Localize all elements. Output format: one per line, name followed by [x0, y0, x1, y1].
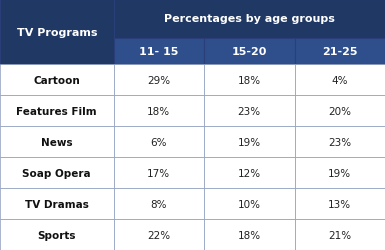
- Bar: [295, 39, 385, 65]
- Bar: [295, 158, 385, 188]
- Bar: [204, 188, 295, 219]
- Bar: [114, 188, 204, 219]
- Bar: [204, 39, 295, 65]
- Text: 18%: 18%: [238, 76, 261, 86]
- Text: Features Film: Features Film: [17, 106, 97, 116]
- Bar: [114, 219, 204, 250]
- Bar: [295, 96, 385, 127]
- Text: 21-25: 21-25: [322, 47, 358, 57]
- Text: Percentages by age groups: Percentages by age groups: [164, 14, 335, 24]
- Text: 19%: 19%: [238, 137, 261, 147]
- Bar: [0, 96, 114, 127]
- Bar: [0, 158, 114, 188]
- Bar: [114, 127, 204, 158]
- Bar: [0, 65, 114, 96]
- Bar: [295, 127, 385, 158]
- Bar: [204, 127, 295, 158]
- Text: 18%: 18%: [147, 106, 171, 116]
- Bar: [114, 158, 204, 188]
- Bar: [114, 39, 204, 65]
- Text: 20%: 20%: [328, 106, 351, 116]
- Text: 17%: 17%: [147, 168, 171, 178]
- Text: TV Dramas: TV Dramas: [25, 199, 89, 209]
- Bar: [295, 219, 385, 250]
- Text: 11- 15: 11- 15: [139, 47, 179, 57]
- Text: 22%: 22%: [147, 230, 171, 239]
- Text: 23%: 23%: [328, 137, 352, 147]
- Text: 13%: 13%: [328, 199, 352, 209]
- Text: 12%: 12%: [238, 168, 261, 178]
- Bar: [114, 65, 204, 96]
- Text: 8%: 8%: [151, 199, 167, 209]
- Bar: [0, 0, 114, 65]
- Text: 15-20: 15-20: [232, 47, 267, 57]
- Bar: [114, 96, 204, 127]
- Bar: [204, 65, 295, 96]
- Text: 23%: 23%: [238, 106, 261, 116]
- Text: 18%: 18%: [238, 230, 261, 239]
- Text: 6%: 6%: [151, 137, 167, 147]
- Bar: [0, 127, 114, 158]
- Bar: [0, 219, 114, 250]
- Bar: [295, 188, 385, 219]
- Text: 4%: 4%: [331, 76, 348, 86]
- Bar: [204, 96, 295, 127]
- Text: 19%: 19%: [328, 168, 352, 178]
- Text: Cartoon: Cartoon: [33, 76, 80, 86]
- Bar: [204, 158, 295, 188]
- Text: News: News: [41, 137, 73, 147]
- Text: 29%: 29%: [147, 76, 171, 86]
- Text: Sports: Sports: [37, 230, 76, 239]
- Bar: [295, 65, 385, 96]
- Text: Soap Opera: Soap Opera: [22, 168, 91, 178]
- Bar: [114, 0, 385, 39]
- Text: 10%: 10%: [238, 199, 261, 209]
- Text: TV Programs: TV Programs: [17, 28, 97, 38]
- Bar: [204, 219, 295, 250]
- Text: 21%: 21%: [328, 230, 352, 239]
- Bar: [0, 188, 114, 219]
